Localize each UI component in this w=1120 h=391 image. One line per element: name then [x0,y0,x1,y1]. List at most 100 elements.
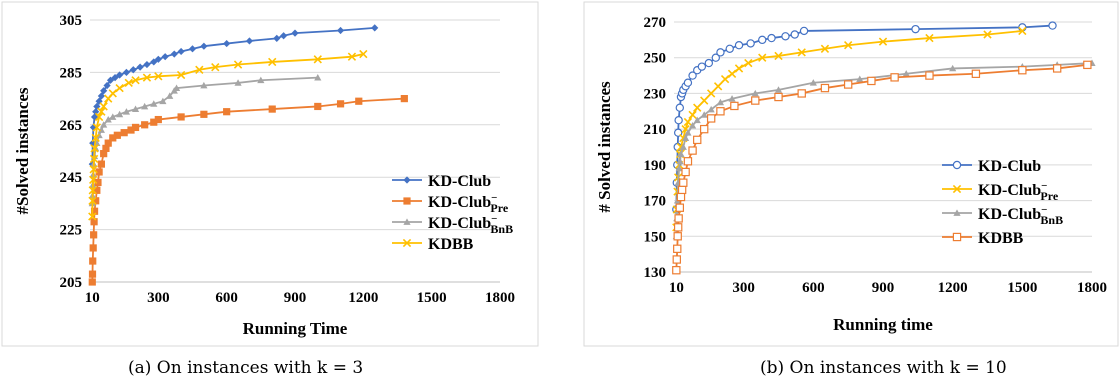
data-point [129,66,137,74]
data-point [675,103,685,112]
data-point [97,160,105,168]
y-tick-label: 305 [60,13,83,29]
data-point [177,113,185,121]
chart-frame [583,1,1119,347]
data-point [336,26,345,35]
data-point [280,32,288,40]
series-KD-Club [672,21,1057,214]
data-point [91,133,100,143]
legend-label: KD-Club [978,158,1041,175]
data-point [843,80,853,89]
data-point [154,72,163,81]
data-point [925,33,934,43]
legend-label: KD-Club− Pre [428,192,509,215]
data-point [1052,64,1062,73]
data-point [700,96,709,105]
data-point [88,278,96,286]
data-point [89,244,97,252]
data-point [223,108,231,116]
data-point [674,214,683,223]
data-point [122,68,131,76]
data-point [89,175,98,184]
data-point [688,121,697,129]
data-point [170,50,178,58]
data-point [693,103,702,112]
data-point [679,143,687,150]
data-point [176,70,186,80]
data-point [124,78,133,88]
y-axis-label: # Solved instances [595,81,614,213]
data-point [1018,26,1027,36]
data-point [706,114,716,123]
legend-marker [952,184,962,194]
y-tick-label: 270 [644,15,667,31]
series-KDBB [672,60,1092,275]
y-tick-label: 250 [644,51,667,67]
x-tick-label: 1800 [485,290,515,306]
y-tick-label: 130 [644,265,667,281]
x-tick-label: 600 [802,280,825,296]
data-point [734,64,744,73]
y-tick-label: 205 [60,275,83,291]
data-point [154,115,162,124]
data-point [355,97,363,105]
data-point [720,74,730,84]
data-point [706,89,716,98]
y-tick-label: 265 [60,118,83,134]
y-tick-label: 150 [644,229,667,245]
data-point [677,150,685,158]
data-point [273,34,281,42]
data-point [700,111,708,118]
data-point [131,105,140,112]
data-point [774,86,783,93]
data-point [122,108,131,115]
data-point [143,60,151,69]
data-point [774,92,783,102]
legend-marker [952,160,962,170]
data-point [675,164,683,172]
data-point [88,186,97,195]
data-point [728,95,736,102]
data-point [1048,21,1057,30]
data-point [725,44,734,53]
data-point [161,53,169,61]
data-point [844,41,853,50]
data-point [707,105,715,113]
data-point [234,79,242,86]
data-point [674,116,683,125]
data-point [673,244,682,253]
legend-marker [953,209,961,216]
legend-marker [403,218,411,225]
data-point [89,154,99,164]
x-tick-label: 1200 [348,290,378,306]
data-point [100,87,108,95]
data-point [223,39,231,48]
data-point [257,76,265,84]
legend-marker [403,176,411,184]
data-point [902,70,910,77]
data-point [688,71,697,80]
data-point [113,131,121,139]
data-point [131,76,140,85]
data-point [92,123,101,132]
data-point [693,116,701,124]
caption-a: (a) On instances with k = 3 [128,358,364,378]
data-point [131,123,140,132]
data-point [115,83,124,93]
data-point [751,96,760,105]
chart-b: 130 150 170 190 210 230 250 270 10 300 600 900 1200 1… [583,1,1119,347]
data-point [92,108,100,116]
data-point [200,81,208,89]
data-point [676,192,686,202]
data-point [867,76,876,86]
data-point [116,71,124,79]
x-tick-label: 300 [732,280,755,296]
data-point [716,98,725,106]
x-axis-label: Running Time [243,319,348,338]
x-tick-label: 1500 [1007,280,1037,296]
data-point [291,29,299,37]
x-tick-label: 10 [669,280,684,296]
data-point [97,92,105,100]
data-point [100,150,108,158]
data-point [95,168,103,176]
